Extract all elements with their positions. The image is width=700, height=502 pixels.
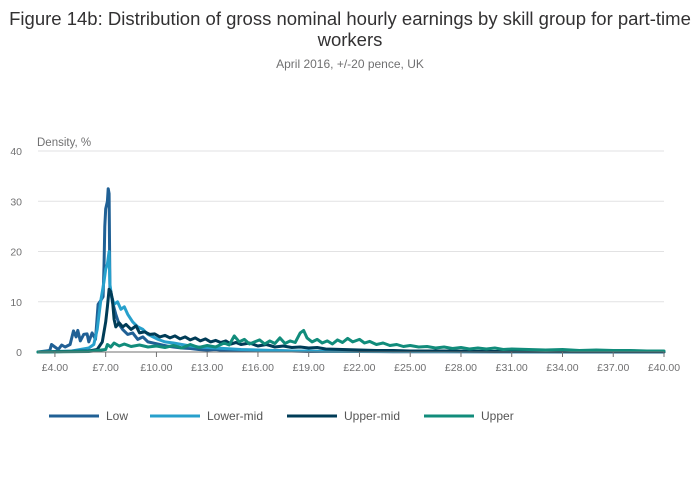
series-line-upper: [36, 328, 666, 354]
x-tick-label: £7.00: [93, 362, 119, 374]
y-tick-label: 20: [10, 247, 22, 259]
y-tick-label: 10: [10, 297, 22, 309]
x-tick-label: £10.00: [140, 362, 172, 374]
y-tick-label: 0: [16, 347, 22, 359]
legend-label: Lower-mid: [207, 409, 263, 423]
series-line-upper-mid: [36, 287, 666, 354]
x-tick-label: £37.00: [597, 362, 629, 374]
x-tick-label: £16.00: [242, 362, 274, 374]
series-layer: [36, 187, 666, 354]
grid-layer: [38, 150, 664, 303]
x-tick-label: £34.00: [546, 362, 578, 374]
x-tick-label: £13.00: [191, 362, 223, 374]
x-tick-label: £19.00: [293, 362, 325, 374]
legend-label: Upper: [481, 409, 514, 423]
legend: Low Lower-mid Upper-mid Upper: [49, 409, 514, 423]
chart-subtitle: April 2016, +/-20 pence, UK: [276, 57, 424, 71]
x-tick-label: £40.00: [648, 362, 680, 374]
y-tick-label: 40: [10, 146, 22, 158]
chart-title: Figure 14b: Distribution of gross nomina…: [9, 8, 691, 50]
x-tick-label: £22.00: [343, 362, 375, 374]
y-axis-label: Density, %: [37, 137, 91, 149]
axis-layer: 0 10 20 30 40 £4.00 £7.00 £10.00 £13.00 £16.00 £19…: [10, 146, 680, 374]
x-tick-label: £25.00: [394, 362, 426, 374]
x-tick-label: £31.00: [496, 362, 528, 374]
legend-label: Upper-mid: [344, 409, 400, 423]
legend-label: Low: [106, 409, 128, 423]
x-tick-label: £28.00: [445, 362, 477, 374]
y-tick-label: 30: [10, 196, 22, 208]
x-tick-label: £4.00: [42, 362, 68, 374]
